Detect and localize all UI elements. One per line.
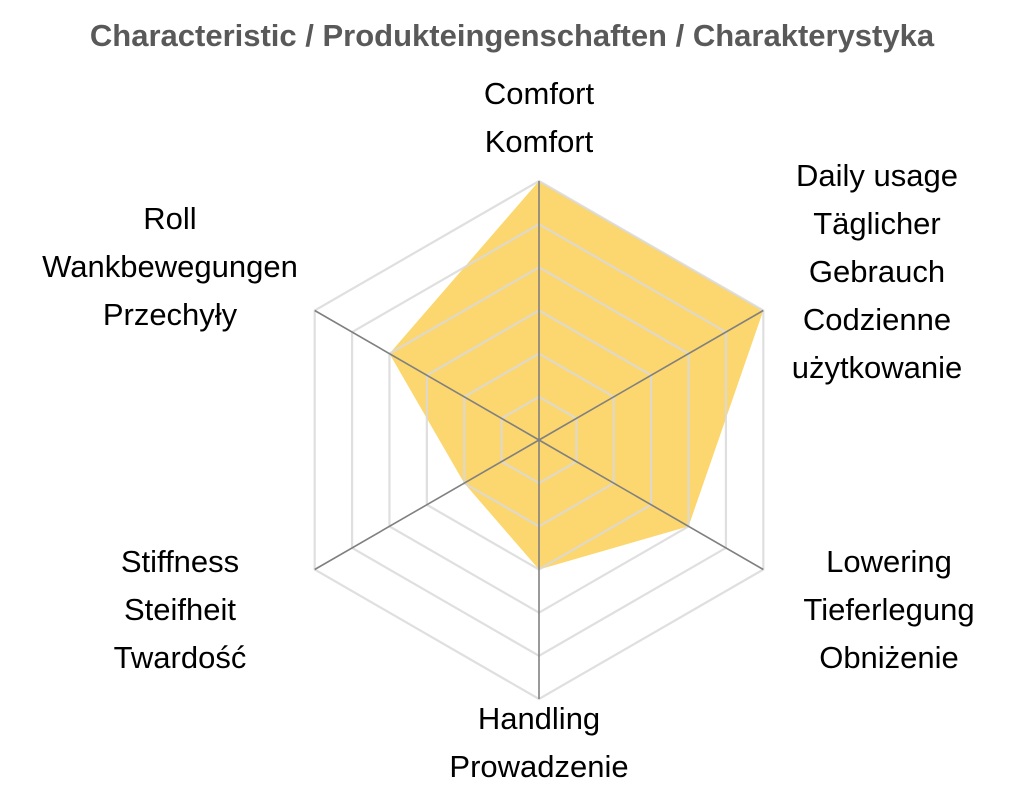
axis-label-line: użytkowanie (791, 350, 963, 385)
axis-label-line: Stiffness (120, 544, 240, 579)
axis-label-line: Daily usage (796, 158, 958, 193)
axis-label-line: Wankbewegungen (42, 249, 298, 284)
axis-label-line: Comfort (483, 76, 595, 111)
axis-label-4: Stiffness Steifheit Twardość (114, 538, 247, 682)
axis-label-line: Roll (143, 201, 197, 236)
axis-line-2 (538, 439, 764, 571)
axis-label-1: Daily usage Täglicher Gebrauch Codzienne uży… (792, 152, 963, 392)
axis-label-line: Komfort (484, 124, 594, 159)
axis-label-5: Roll Wankbewegungen Przechyły (42, 195, 298, 339)
axis-label-3: Handling Prowadzenie (449, 695, 628, 791)
axis-label-line: Handling (477, 701, 601, 736)
axis-label-line: Codzienne (802, 302, 952, 337)
axis-label-line: Prowadzenie (449, 749, 629, 784)
axis-label-line: Steifheit (123, 592, 237, 627)
axis-label-2: Lowering Tieferlegung Obniżenie (803, 538, 974, 682)
axis-label-line: Obniżenie (819, 640, 959, 675)
axis-line-4 (314, 439, 540, 571)
axis-line-5 (314, 309, 540, 441)
axis-label-line: Przechyły (102, 297, 238, 332)
axis-label-line: Gebrauch (808, 254, 946, 289)
axis-label-line: Täglicher (813, 206, 941, 241)
chart-title: Characteristic / Produkteingenschaften /… (89, 18, 935, 53)
axis-label-line: Lowering (826, 544, 952, 579)
axis-label-line: Tieferlegung (803, 592, 975, 627)
axis-label-0: Comfort Komfort (484, 70, 594, 166)
axis-label-line: Twardość (113, 640, 247, 675)
axis-line-1 (538, 309, 764, 441)
